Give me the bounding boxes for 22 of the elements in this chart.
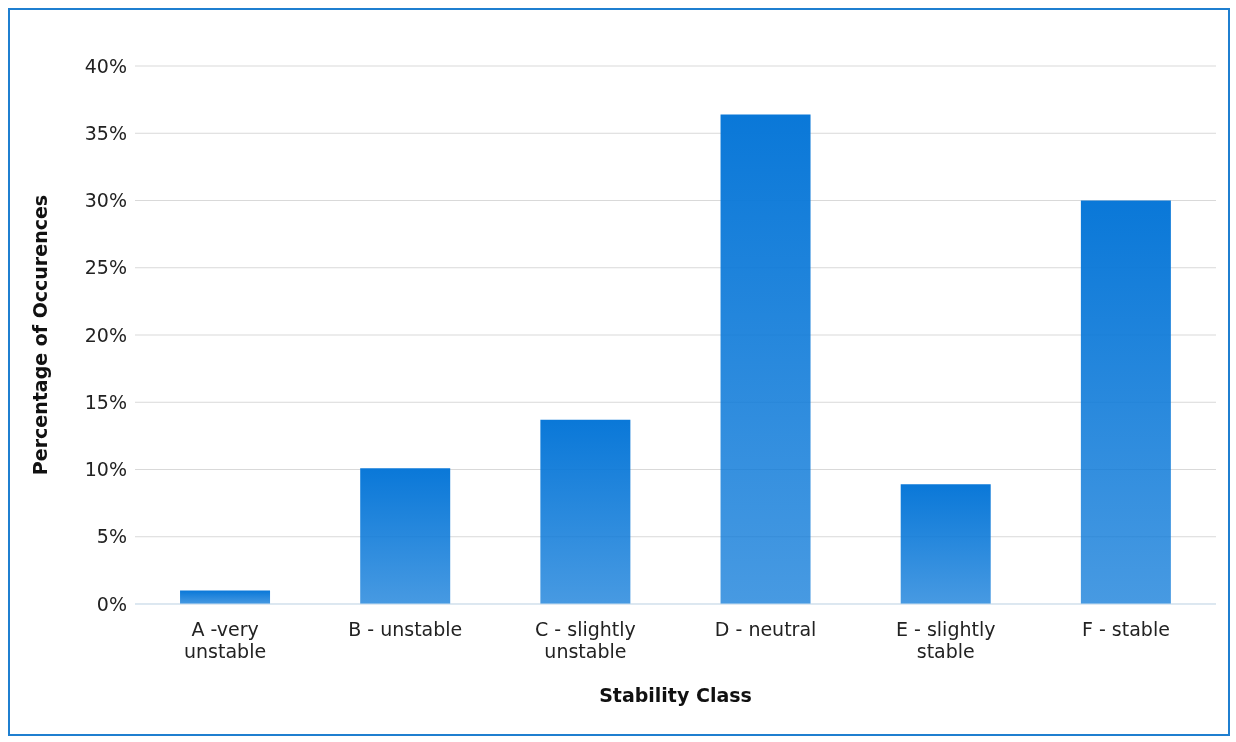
y-tick-label: 40% [84, 54, 127, 77]
y-axis-title: Percentage of Occurences [28, 194, 51, 476]
y-tick-label: 35% [84, 121, 127, 144]
x-axis-title: Stability Class [599, 684, 752, 706]
x-tick-label: F - stable [1081, 618, 1170, 640]
y-tick-label: 20% [84, 323, 127, 346]
y-tick-label: 15% [84, 390, 127, 413]
x-tick-label: D - neutral [714, 618, 817, 640]
x-tick-label: A -very unstable [184, 618, 267, 662]
bar [900, 484, 991, 604]
y-tick-label: 30% [84, 189, 127, 212]
bar [360, 468, 451, 604]
y-tick-label: 5% [96, 525, 127, 548]
y-tick-label: 10% [84, 458, 127, 481]
x-tick-label: C - slightly unstable [535, 618, 636, 662]
y-tick-label: 25% [84, 256, 127, 279]
bar [720, 114, 811, 604]
x-tick-label: E - slightly stable [896, 618, 996, 662]
bar [1080, 200, 1171, 604]
y-tick-label: 0% [96, 592, 127, 615]
x-tick-label: B - unstable [348, 618, 463, 640]
bar [540, 419, 631, 604]
